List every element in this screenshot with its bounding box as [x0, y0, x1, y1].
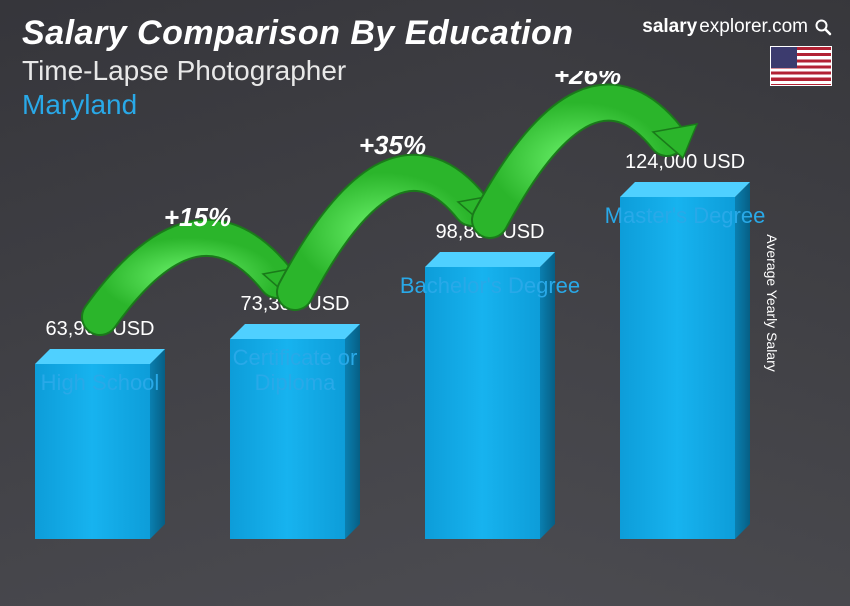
- brand-bold: salary: [642, 16, 697, 38]
- bar-top: [620, 182, 750, 197]
- bar-chart: 63,900 USDHigh School73,300 USDCertifica…: [35, 71, 815, 591]
- brand-text: salaryexplorer.com: [642, 16, 832, 38]
- bar-value-label: 98,800 USD: [410, 221, 570, 244]
- bar-front: [425, 267, 540, 539]
- bar-value-label: 73,300 USD: [215, 293, 375, 316]
- brand-light: explorer.com: [699, 16, 808, 38]
- increase-label: +15%: [164, 202, 231, 232]
- bar-0: 63,900 USDHigh School: [35, 364, 165, 539]
- increase-label: +35%: [359, 130, 426, 160]
- bar-3: 124,000 USDMaster's Degree: [620, 197, 750, 539]
- search-icon: [814, 18, 832, 36]
- bar-category-label: Master's Degree: [590, 203, 780, 228]
- bar-side: [735, 182, 750, 539]
- bar-top: [425, 252, 555, 267]
- bar-value-label: 124,000 USD: [605, 151, 765, 174]
- bar-category-label: Certificate or Diploma: [200, 345, 390, 396]
- bar-category-label: Bachelor's Degree: [395, 273, 585, 298]
- main-title: Salary Comparison By Education: [22, 14, 574, 53]
- bar-2: 98,800 USDBachelor's Degree: [425, 267, 555, 539]
- bar-top: [230, 324, 360, 339]
- bar-top: [35, 349, 165, 364]
- bar-value-label: 63,900 USD: [20, 318, 180, 341]
- increase-label: +26%: [554, 71, 621, 90]
- bar-category-label: High School: [5, 370, 195, 395]
- bar-1: 73,300 USDCertificate or Diploma: [230, 339, 360, 539]
- bar-front: [620, 197, 735, 539]
